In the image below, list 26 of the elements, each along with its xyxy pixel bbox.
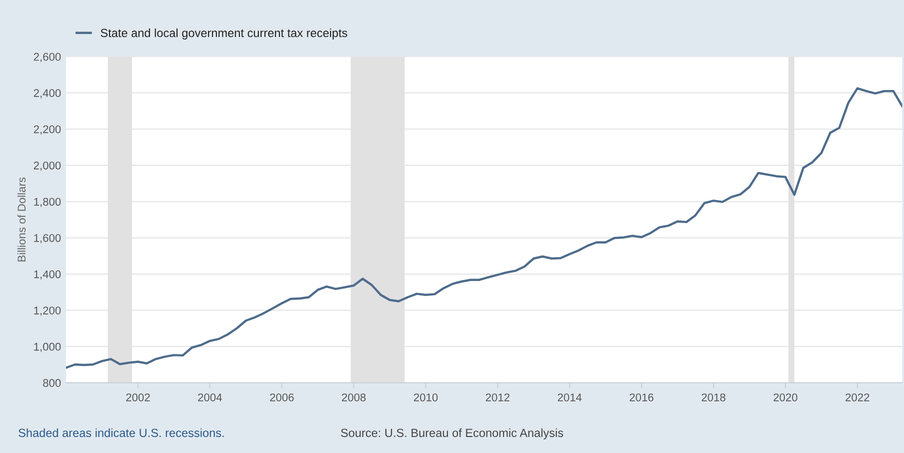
x-tick-label: 2010 [414,393,438,402]
x-tick-label: 2006 [270,393,294,402]
x-tick-label: 2016 [630,393,654,402]
y-tick-label: 1,000 [34,342,61,352]
x-tick-label: 2004 [198,393,222,402]
y-tick-label: 2,600 [34,52,61,62]
text: Shaded areas indicate U.S. recessions. [18,428,224,438]
x-tick-label: 2018 [702,393,726,402]
y-tick-label: 2,200 [34,125,61,135]
y-tick-label: 800 [43,379,61,387]
y-tick-label: 1,600 [34,234,61,244]
x-tick-label: 2022 [846,393,870,402]
y-tick-label: 1,400 [34,270,61,280]
x-tick-label: 2020 [774,393,798,402]
y-tick-label: 2,000 [34,162,61,171]
y-tick-label: 1,200 [34,306,61,316]
x-tick-label: 2012 [486,393,510,402]
x-tick-label: 2008 [342,393,366,402]
y-tick-label: 1,800 [34,198,61,208]
legend-label: State and local government current tax receipts [100,28,348,40]
y-axis-title: Billions of Dollars [17,177,26,262]
line-series [66,87,902,369]
x-tick-label: 2002 [126,393,150,402]
source-note: Source: U.S. Bureau of Economic Analysis [340,428,564,440]
x-tick-label: 2014 [558,393,582,402]
y-tick-label: 2,400 [34,89,61,98]
